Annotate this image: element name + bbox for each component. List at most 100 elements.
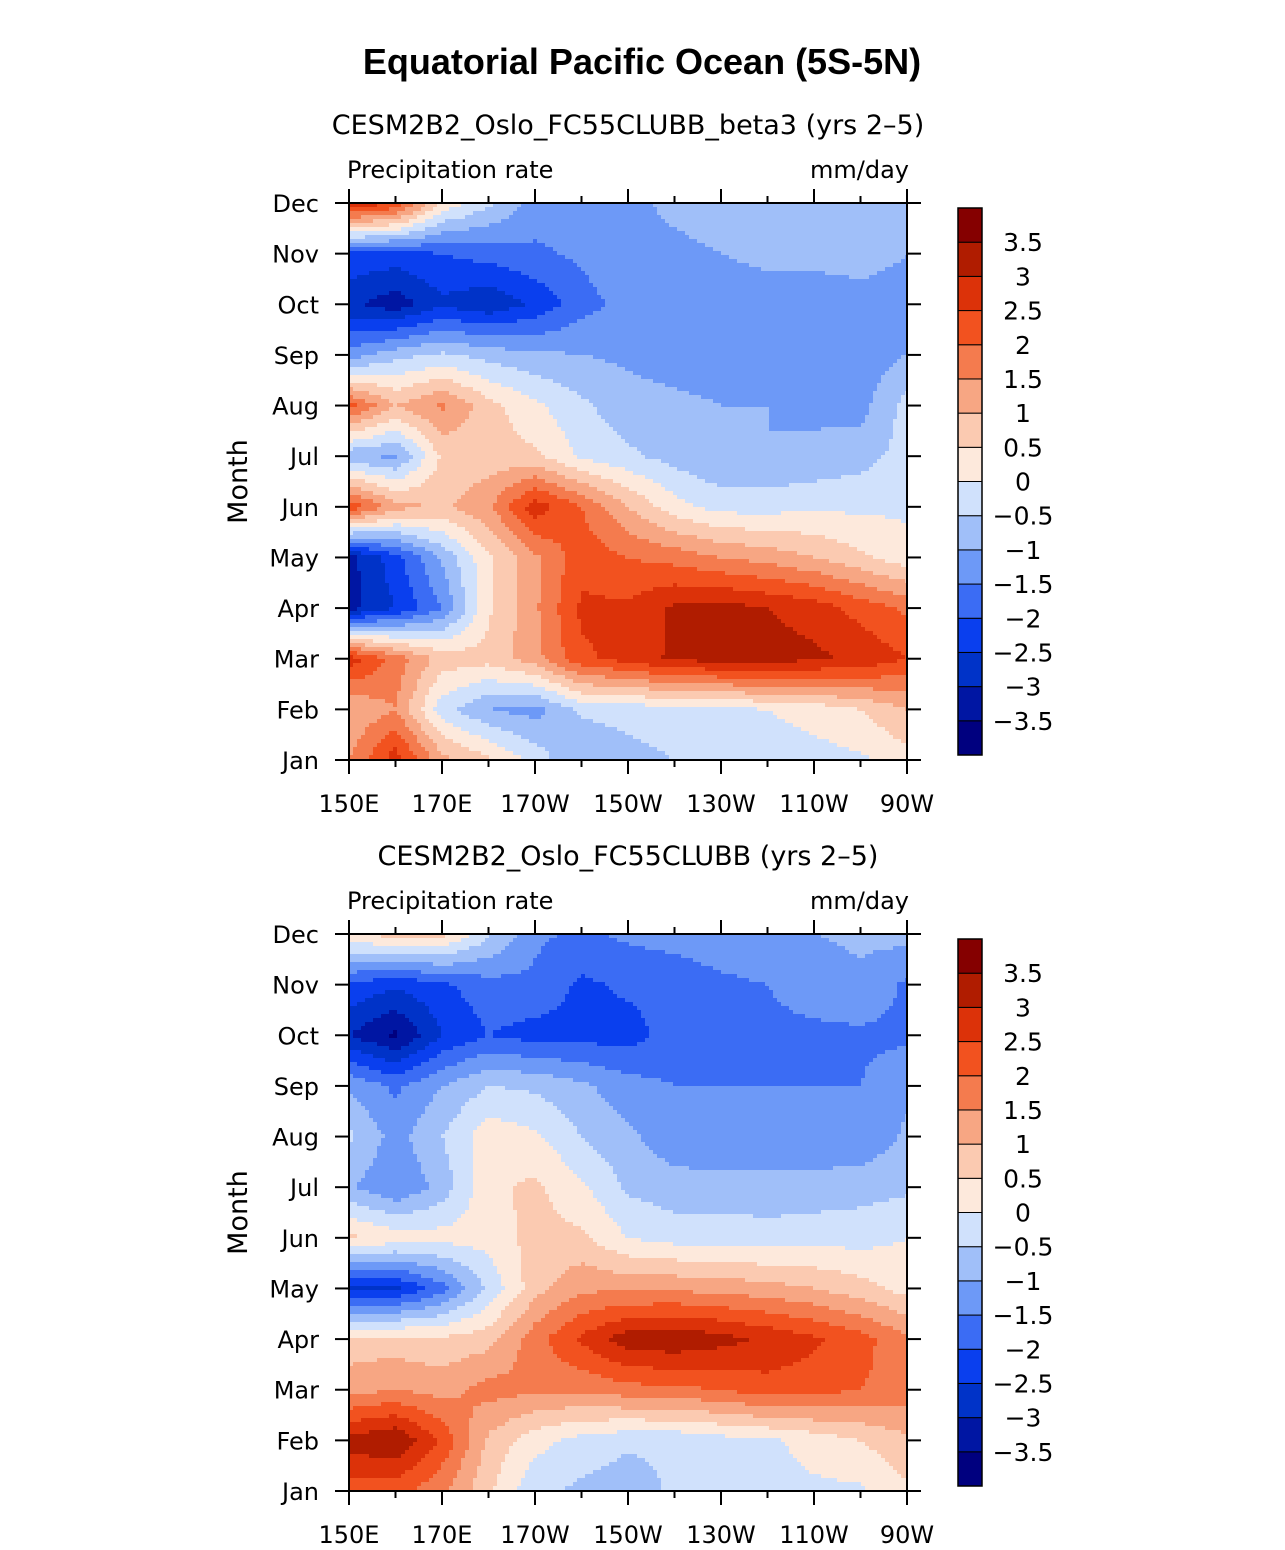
contour-cell <box>461 994 566 999</box>
contour-cell <box>701 1398 908 1403</box>
contour-cell <box>349 1026 362 1031</box>
contour-cell <box>697 535 826 540</box>
contour-cell <box>501 1274 522 1279</box>
contour-cell <box>389 399 410 404</box>
contour-cell <box>389 587 414 592</box>
contour-cell <box>533 443 570 448</box>
contour-cell <box>573 707 758 712</box>
contour-cell <box>509 1446 550 1451</box>
contour-cell <box>349 1250 394 1255</box>
contour-cell <box>513 1194 550 1199</box>
y-tick-label: Oct <box>278 1022 320 1050</box>
contour-cell <box>769 1370 870 1375</box>
contour-cell <box>813 1350 874 1355</box>
contour-cell <box>765 982 898 987</box>
x-tick-label: 170W <box>500 790 570 818</box>
contour-cell <box>793 1362 874 1367</box>
contour-cell <box>645 495 678 500</box>
contour-cell <box>585 511 610 516</box>
contour-cell <box>349 499 374 504</box>
contour-cell <box>769 1426 886 1431</box>
y-tick-label: Oct <box>278 291 320 319</box>
contour-cell <box>529 371 634 376</box>
contour-cell <box>577 391 690 396</box>
contour-cell <box>549 1310 590 1315</box>
contour-cell <box>497 1270 522 1275</box>
contour-cell <box>577 503 602 508</box>
contour-cell <box>401 683 418 688</box>
contour-cell <box>449 755 490 760</box>
contour-cell <box>461 727 502 732</box>
contour-cell <box>665 611 774 616</box>
contour-cell <box>429 1206 470 1211</box>
contour-cell <box>481 543 506 548</box>
contour-cell <box>493 567 518 572</box>
contour-cell <box>389 1090 402 1095</box>
contour-cell <box>465 1390 738 1395</box>
contour-cell <box>561 583 674 588</box>
contour-cell <box>509 547 530 552</box>
contour-cell <box>509 1302 530 1307</box>
contour-cell <box>777 998 894 1003</box>
contour-cell <box>769 607 842 612</box>
contour-cell <box>349 1038 362 1043</box>
contour-cell <box>361 1178 426 1183</box>
contour-cell <box>377 743 410 748</box>
contour-cell <box>377 667 406 672</box>
contour-cell <box>533 1298 570 1303</box>
contour-cell <box>885 1286 908 1291</box>
contour-cell <box>897 986 908 991</box>
contour-cell <box>501 727 618 732</box>
contour-cell <box>705 1330 794 1335</box>
contour-cell <box>381 455 398 460</box>
contour-cell <box>617 1222 908 1227</box>
contour-cell <box>453 1482 474 1487</box>
contour-cell <box>577 263 750 268</box>
contour-cell <box>513 423 558 428</box>
contour-cell <box>441 1302 466 1307</box>
contour-cell <box>389 267 402 272</box>
contour-cell <box>733 683 908 688</box>
contour-cell <box>445 1270 474 1275</box>
contour-cell <box>473 1194 514 1199</box>
contour-cell <box>361 487 390 492</box>
contour-cell <box>577 615 666 620</box>
contour-cell <box>449 1486 474 1491</box>
y-tick-label: Sep <box>274 342 319 370</box>
contour-cell <box>417 1050 442 1055</box>
colorbar-swatch <box>957 481 983 517</box>
contour-cell <box>657 1154 878 1159</box>
contour-cell <box>573 1078 662 1083</box>
contour-cell <box>665 631 798 636</box>
contour-cell <box>901 563 908 568</box>
contour-cell <box>617 1174 908 1179</box>
contour-cell <box>417 1290 446 1295</box>
contour-cell <box>553 1442 786 1447</box>
contour-cell <box>525 439 570 444</box>
contour-cell <box>369 695 398 700</box>
contour-cell <box>493 1258 522 1263</box>
contour-cell <box>469 1442 486 1447</box>
contour-cell <box>361 575 386 580</box>
contour-cell <box>369 1066 414 1071</box>
contour-cell <box>441 351 446 356</box>
contour-cell <box>461 1290 482 1295</box>
y-tick-label: Nov <box>272 241 319 269</box>
contour-cell <box>401 539 430 544</box>
contour-cell <box>773 611 846 616</box>
contour-cell <box>441 231 686 236</box>
contour-cell <box>417 1422 446 1427</box>
contour-cell <box>357 1098 434 1103</box>
contour-cell <box>473 1410 534 1415</box>
colorbar-frame <box>957 938 983 1487</box>
contour-cell <box>865 1074 908 1079</box>
contour-cell <box>565 559 642 564</box>
contour-cell <box>881 455 908 460</box>
contour-cell <box>597 1086 908 1091</box>
contour-cell <box>357 403 378 408</box>
contour-cell <box>813 1418 908 1423</box>
contour-cell <box>349 727 366 732</box>
contour-cell <box>429 719 446 724</box>
contour-cell <box>569 443 630 448</box>
contour-cell <box>429 539 458 544</box>
